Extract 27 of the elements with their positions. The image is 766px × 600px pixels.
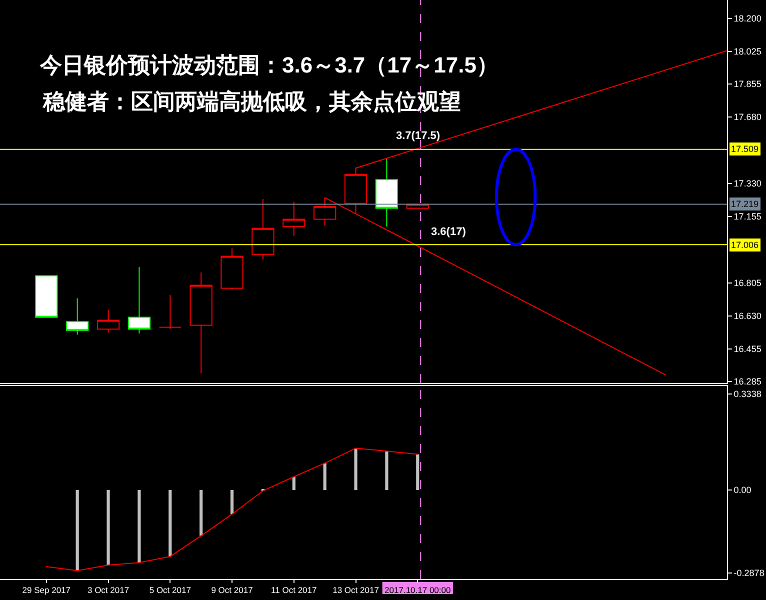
y-tick-label: 0.00 <box>734 485 752 496</box>
y-tick-label: 18.025 <box>734 46 762 57</box>
y-tick-label: 17.680 <box>734 112 762 122</box>
y-tick-label: 17.330 <box>734 178 762 188</box>
y-tick-label: 18.200 <box>734 14 762 24</box>
y-tick-label: 0.3338 <box>734 388 762 399</box>
annotation: 3.6(17) <box>431 226 466 238</box>
y-tick-label: 16.630 <box>734 311 762 322</box>
ref-line-label: 17.509 <box>731 144 759 154</box>
x-tick-label: 29 Sep 2017 <box>22 585 71 596</box>
x-tick-label: 3 Oct 2017 <box>87 585 130 596</box>
y-tick-label: 17.855 <box>734 78 762 89</box>
y-tick-label: 16.285 <box>734 376 762 386</box>
text: 稳健者：区间两端高抛低吸，其余点位观望 <box>42 89 461 114</box>
annotation: 3.7(17.5) <box>396 130 440 142</box>
x-tick-label: 11 Oct 2017 <box>271 585 317 596</box>
x-tick-label: 2017.10.17 00:00 <box>384 585 451 596</box>
y-tick-label: 16.805 <box>734 278 762 288</box>
text: 今日银价预计波动范围：3.6～3.7（17～17.5） <box>39 52 498 78</box>
x-tick-label: 9 Oct 2017 <box>211 585 254 596</box>
y-tick-label: 16.455 <box>734 344 762 354</box>
y-tick-label: -0.2878 <box>734 568 764 578</box>
y-tick-label: 17.155 <box>734 212 762 222</box>
x-tick-label: 13 Oct 2017 <box>332 585 380 596</box>
x-tick-label: 5 Oct 2017 <box>149 585 192 596</box>
ref-line-label: 17.219 <box>731 199 759 209</box>
ref-line-label: 17.006 <box>731 240 759 250</box>
